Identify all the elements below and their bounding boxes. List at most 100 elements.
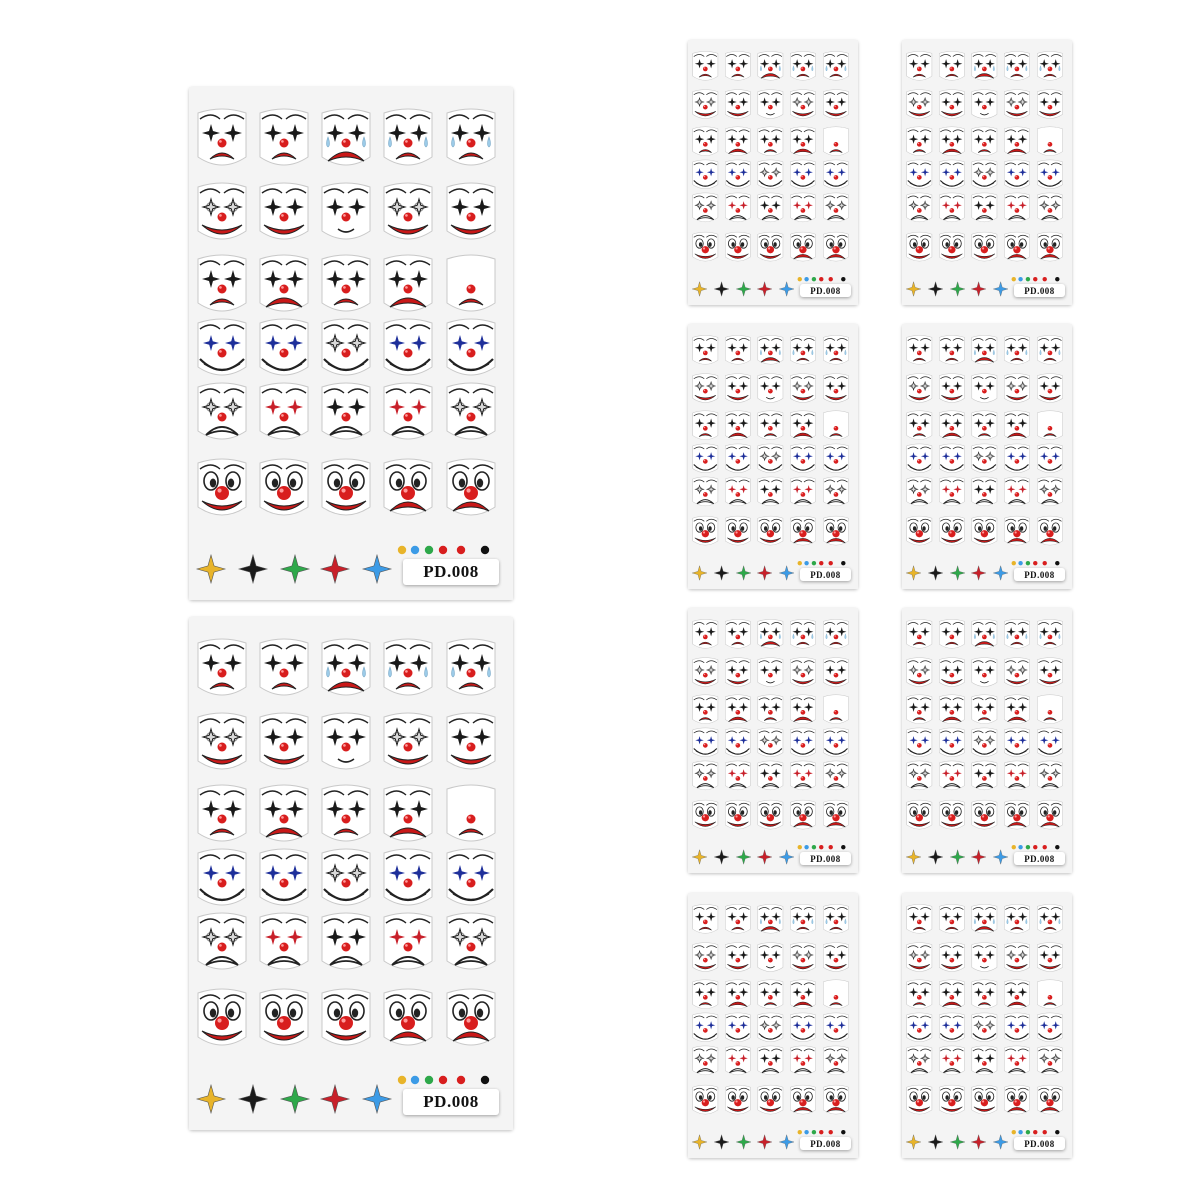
blue-star-eye-icon xyxy=(920,736,930,745)
brow-icon xyxy=(920,54,932,57)
clown-face-sticker xyxy=(823,942,849,972)
face-outline xyxy=(906,657,933,687)
red-nose-icon xyxy=(800,634,806,640)
red-star-eye-icon xyxy=(1018,201,1027,210)
star-outline-icon xyxy=(347,863,367,883)
decor-dot-icon xyxy=(1042,845,1047,850)
frown-mouth-icon xyxy=(943,499,961,505)
decor-star-icon xyxy=(927,565,944,581)
nose-shine xyxy=(703,958,706,961)
brow-icon xyxy=(448,464,470,470)
brow-icon xyxy=(824,907,836,910)
red-nose-icon xyxy=(916,459,922,464)
smile-mouth-icon xyxy=(759,821,782,827)
clown-face-sticker xyxy=(1037,904,1063,934)
star-eye-icon xyxy=(759,59,770,69)
nose-shine xyxy=(916,531,920,534)
nose-shine xyxy=(468,670,471,673)
face-outline xyxy=(1037,1045,1063,1076)
star-eye-icon xyxy=(706,627,716,637)
frown-mouth-icon xyxy=(975,783,994,789)
brow-icon xyxy=(803,413,815,417)
clown-face-sticker xyxy=(1004,126,1030,156)
brow-icon xyxy=(952,338,964,341)
star-eye-icon xyxy=(1051,343,1061,353)
star-eye-icon xyxy=(825,97,835,107)
sad-mouth-icon xyxy=(271,682,297,690)
brow-icon xyxy=(836,660,848,664)
brow-icon xyxy=(791,1015,803,1019)
nose-shine xyxy=(982,995,985,998)
sad-mouth-icon xyxy=(763,149,777,153)
clown-face-sticker xyxy=(938,799,965,830)
decor-star-icon xyxy=(735,565,752,581)
face-outline xyxy=(321,254,371,312)
clown-face-sticker xyxy=(259,182,309,240)
clown-face-sticker xyxy=(823,192,849,223)
brow-icon xyxy=(985,413,997,417)
face-outline xyxy=(823,619,849,649)
brow-icon xyxy=(285,388,307,394)
star-eye-icon xyxy=(908,59,919,69)
clown-face-sticker xyxy=(1037,476,1063,507)
brow-icon xyxy=(940,660,952,664)
red-nose-icon xyxy=(403,138,413,148)
decor-dot-icon xyxy=(480,1075,490,1085)
brow-icon xyxy=(223,260,245,266)
brow-icon xyxy=(1017,945,1029,949)
tear-icon xyxy=(811,633,814,640)
grin-inner-icon xyxy=(1007,1035,1027,1040)
red-nose-icon xyxy=(768,672,773,678)
brow-icon xyxy=(920,479,932,483)
brow-icon xyxy=(940,195,952,199)
smile-mouth-icon xyxy=(727,964,749,970)
blue-star-eye-icon xyxy=(909,1021,918,1030)
clown-face-sticker xyxy=(938,476,965,507)
face-outline xyxy=(1037,942,1063,972)
red-nose-icon xyxy=(341,212,351,222)
star-eye-icon xyxy=(694,59,705,69)
tear-icon xyxy=(362,666,366,678)
blue-star-eye-icon xyxy=(706,168,716,177)
star-eye-icon xyxy=(410,124,428,142)
brow-icon xyxy=(920,763,932,767)
nose-shine xyxy=(801,776,803,779)
sad-mouth-icon xyxy=(333,298,359,306)
sad-mouth-icon xyxy=(977,1002,991,1006)
star-eye-icon xyxy=(1039,97,1049,107)
clown-face-sticker xyxy=(724,1012,751,1043)
star-eye-icon xyxy=(1051,627,1061,637)
star-eye-icon xyxy=(771,665,781,675)
face-outline xyxy=(823,159,849,190)
brow-icon xyxy=(726,1015,738,1019)
red-nose-icon xyxy=(702,743,708,748)
nose-shine xyxy=(834,635,836,637)
red-star-eye-icon xyxy=(804,201,813,210)
pupil-icon xyxy=(1019,526,1024,531)
star-eye-icon xyxy=(825,950,835,960)
brow-icon xyxy=(1017,697,1029,701)
clown-face-sticker xyxy=(906,1084,933,1115)
smile-mouth-icon xyxy=(727,111,749,117)
brow-icon xyxy=(836,1087,848,1091)
star-eye-icon xyxy=(1017,134,1028,144)
pupil-icon xyxy=(458,1008,466,1018)
sad-mouth-icon xyxy=(271,152,297,160)
clown-face-sticker xyxy=(971,1045,998,1076)
face-outline xyxy=(906,335,933,365)
star-outline-icon xyxy=(1005,949,1017,961)
grin-inner-icon xyxy=(909,182,929,187)
face-outline xyxy=(197,638,247,696)
red-nose-icon xyxy=(832,246,840,254)
decor-dot-icon xyxy=(456,545,466,555)
star-outline-icon xyxy=(770,451,782,462)
red-nose-icon xyxy=(800,142,806,147)
tear-icon xyxy=(973,918,976,925)
red-nose-icon xyxy=(949,634,955,640)
sad-mouth-icon xyxy=(945,926,959,931)
brow-icon xyxy=(920,982,932,986)
red-nose-icon xyxy=(982,459,987,464)
brow-icon xyxy=(409,114,431,120)
star-eye-icon xyxy=(825,912,835,922)
star-eye-icon xyxy=(792,343,802,353)
